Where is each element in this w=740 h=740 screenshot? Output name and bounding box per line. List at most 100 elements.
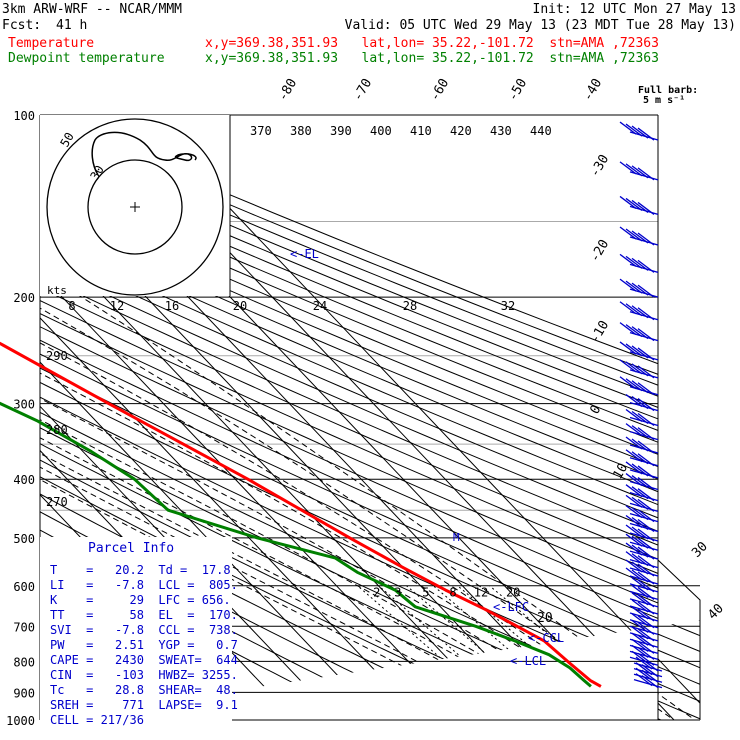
dry-adiabat-line (40, 115, 700, 720)
isotherm-label: 0 (587, 403, 604, 417)
wind-barb (629, 502, 659, 512)
wind-barb (633, 678, 663, 689)
temperature-legend-label: Temperature (8, 36, 95, 51)
parcel-info-row: PW = 2.51 YGP = 0.7 (50, 638, 238, 652)
isotherm-label: 10 (610, 461, 631, 482)
wind-barb (619, 226, 637, 240)
parcel-info-row: SVI = -7.8 CCL = 738. (50, 623, 238, 637)
theta-label: 410 (410, 124, 432, 138)
isotherm-label: -60 (427, 76, 452, 104)
wind-barb (629, 311, 659, 321)
pressure-tick-label: 900 (13, 686, 35, 700)
wind-barb (629, 605, 659, 615)
dewpoint-profile (0, 401, 592, 688)
wind-barb (629, 331, 659, 342)
lfc-label: <-LFC (493, 600, 529, 614)
pressure-tick-label: 700 (13, 620, 35, 634)
hodograph-ring-label: 30 (87, 163, 106, 183)
dry-adiabat-line (40, 115, 700, 720)
dry-adiabat-line (40, 115, 700, 720)
dry-adiabat-line (40, 115, 700, 720)
dry-adiabat-line (40, 115, 700, 720)
hodograph-speed-tick: 32 (501, 299, 515, 313)
wind-barb (629, 541, 659, 551)
wind-barb (629, 625, 659, 636)
dry-adiabat-line (40, 115, 700, 720)
wind-barb (629, 632, 659, 642)
wind-barb (629, 522, 659, 533)
wind-barb (619, 322, 637, 336)
parcel-info-row: CIN = -103 HWBZ= 3255. (50, 668, 238, 682)
isotherm-line (140, 115, 700, 720)
mixing-ratio-label: 8 (449, 586, 456, 600)
barb-legend-title: Full barb: (638, 85, 698, 96)
theta-label: 400 (370, 124, 392, 138)
dry-adiabat-line (40, 115, 700, 720)
parcel-marker: M (453, 531, 460, 544)
parcel-info-row: LI = -7.8 LCL = 805. (50, 578, 238, 592)
isotherm-line (40, 115, 507, 720)
wind-barb (629, 469, 659, 479)
hodograph-speed-tick: 16 (165, 299, 179, 313)
isotherm-label: 30 (689, 539, 711, 561)
parcel-info-row: TT = 58 EL = 170. (50, 608, 238, 622)
ccl-label: <-CCL (528, 631, 564, 645)
wind-barb (629, 512, 659, 523)
parcel-info-row: K = 29 LFC = 656. (50, 593, 231, 607)
wind-barb (629, 550, 659, 560)
parcel-info-title: Parcel Info (88, 541, 174, 556)
pressure-tick-label: 200 (13, 291, 35, 305)
isotherm-line (40, 115, 465, 720)
wind-barb (619, 341, 637, 355)
dewpoint-location: x,y=369.38,351.93 lat,lon= 35.22,-101.72… (205, 51, 659, 66)
dry-adiabat-line (40, 115, 700, 720)
el-label: <-EL (290, 247, 319, 261)
dry-adiabat-line (40, 115, 700, 720)
pressure-tick-label: 100 (13, 109, 35, 123)
dry-adiabat-line (40, 115, 700, 720)
wind-barb (629, 480, 659, 491)
wind-barb (619, 253, 637, 267)
wind-barb (619, 278, 637, 292)
wind-barb (629, 612, 659, 622)
isotherm-label: -50 (505, 76, 530, 104)
wind-barb (629, 638, 659, 648)
pressure-tick-label: 600 (13, 580, 35, 594)
theta-label: 420 (450, 124, 472, 138)
wind-barb (629, 492, 659, 502)
wind-barb (629, 171, 659, 181)
barb-legend-value: 5 m s⁻¹ (643, 95, 685, 106)
pressure-tick-label: 500 (13, 532, 35, 546)
wind-barb (629, 131, 659, 141)
wind-barb (629, 583, 659, 593)
dry-adiabat-line (40, 115, 700, 720)
pressure-tick-label: 800 (13, 655, 35, 669)
isotherm-label: -40 (580, 76, 605, 104)
pressure-tick-label: 1000 (6, 714, 35, 728)
isotherm-label: -80 (275, 76, 300, 104)
wind-barb (629, 369, 659, 379)
mixing-ratio-line (357, 585, 513, 720)
wind-barb (619, 359, 637, 373)
dry-adiabat-label: 290 (46, 349, 68, 363)
wind-barb (629, 416, 659, 427)
theta-label: 430 (490, 124, 512, 138)
isotherm-label: -20 (587, 237, 612, 265)
temperature-profile (0, 341, 602, 688)
dry-adiabat-line (40, 115, 700, 720)
hodograph-speed-tick: 8 (68, 299, 75, 313)
theta-label: 370 (250, 124, 272, 138)
wind-barb (629, 598, 659, 608)
dry-adiabat-label: 280 (46, 423, 68, 437)
dry-adiabat-line (40, 115, 700, 720)
parcel-info-panel (40, 537, 232, 727)
mixing-ratio-label: 20 (506, 586, 520, 600)
wind-barb (629, 288, 659, 298)
pressure-tick-label: 300 (13, 398, 35, 412)
parcel-info-row: T = 20.2 Td = 17.8 (50, 563, 231, 577)
wind-barb (629, 430, 659, 441)
dry-adiabat-line (40, 115, 700, 720)
isotherm-label: 40 (705, 601, 727, 623)
dry-adiabat-line (40, 115, 700, 720)
